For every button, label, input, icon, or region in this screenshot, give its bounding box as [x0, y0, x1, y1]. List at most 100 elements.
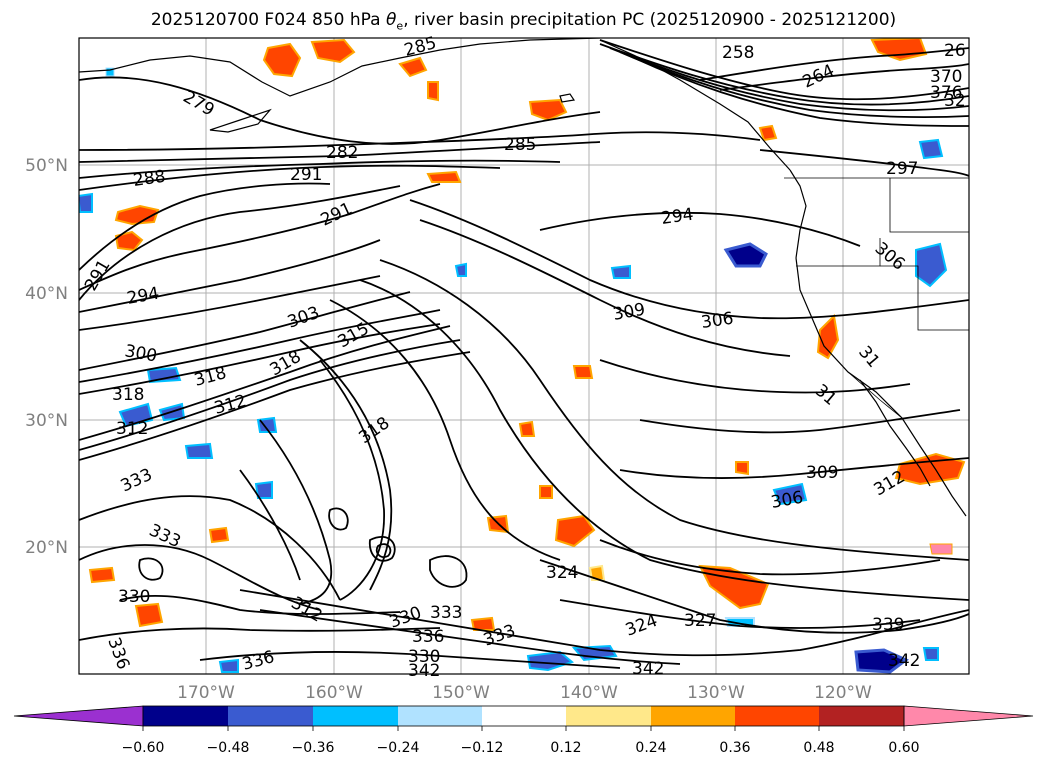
contour-label: 26 — [944, 41, 966, 61]
contour-line — [539, 211, 861, 247]
contour-label: 330 — [408, 647, 440, 667]
colorbar-tick-label: −0.60 — [122, 740, 165, 756]
colorbar-segment — [735, 706, 819, 726]
contour-line — [79, 183, 441, 291]
colorbar-tick-label: 0.36 — [719, 740, 750, 756]
contour-label: 330 — [118, 587, 150, 607]
contour-line — [409, 199, 969, 320]
contour-line — [639, 409, 961, 434]
contour-line — [368, 536, 396, 562]
contour-line — [79, 239, 381, 313]
island-1 — [559, 93, 576, 103]
lon-labels: 170°W 160°W 150°W 140°W 130°W 120°W — [177, 683, 872, 703]
precip-patch — [262, 42, 302, 78]
contour-label: 333 — [430, 603, 462, 623]
lat-labels: 50°N 40°N 30°N 20°N — [25, 156, 68, 558]
contour-label: 306 — [700, 309, 735, 333]
contour-line — [239, 589, 969, 657]
lon-label: 140°W — [560, 683, 618, 703]
contour-line — [719, 63, 969, 91]
contour-line — [239, 469, 301, 581]
colorbar: −0.60 −0.48 −0.36 −0.24 −0.12 0.12 0.24 … — [13, 705, 1034, 756]
contour-line — [599, 359, 911, 394]
colorbar-segment — [313, 706, 398, 726]
map-border — [78, 37, 970, 675]
contour-line — [79, 325, 451, 441]
map-title: 2025120700 F024 850 hPa θe, river basin … — [150, 10, 897, 33]
contour-line — [79, 76, 601, 145]
colorbar-tick-label: 0.48 — [803, 740, 834, 756]
precip-patch — [398, 56, 428, 78]
contour-label: 318 — [112, 385, 144, 405]
contour-line — [328, 507, 349, 531]
precip-patches — [79, 38, 966, 674]
contour-label: 297 — [886, 159, 918, 179]
coastline-baja — [859, 379, 931, 487]
coastline-or-ca — [795, 257, 967, 517]
contour-line — [429, 555, 468, 588]
contour-line — [619, 457, 969, 479]
precip-patch — [918, 138, 944, 160]
contour-line — [79, 323, 441, 395]
gridlines — [79, 38, 969, 674]
contour-line — [629, 55, 969, 127]
contour-label: 336 — [412, 627, 444, 647]
colorbar-tick-label: −0.36 — [292, 740, 335, 756]
lon-label: 120°W — [814, 683, 872, 703]
colorbar-segment — [398, 706, 482, 726]
coastlines — [79, 38, 969, 517]
colorbar-tick-labels: −0.60 −0.48 −0.36 −0.24 −0.12 0.12 0.24 … — [122, 740, 920, 756]
contour-line — [79, 185, 401, 301]
colorbar-extend-low — [13, 705, 144, 727]
precip-patch — [146, 366, 182, 384]
contour-line — [539, 559, 969, 634]
contour-line — [79, 495, 341, 601]
contour-line — [609, 47, 969, 112]
precip-patch — [698, 564, 770, 610]
contour-line — [79, 131, 761, 151]
contour-line — [79, 141, 601, 163]
island-2 — [209, 108, 272, 133]
contour-label: 376 — [930, 83, 962, 103]
contour-line — [619, 51, 969, 119]
contour-label: 291 — [290, 165, 322, 185]
colorbar-segment — [651, 706, 735, 726]
precip-patch — [915, 242, 948, 288]
contour-label: 285 — [504, 135, 536, 155]
precip-patch — [929, 543, 953, 555]
contour-line — [599, 43, 969, 106]
contour-line — [699, 47, 969, 81]
contour-line — [79, 275, 381, 331]
colorbar-ticks — [142, 726, 905, 731]
contours — [79, 39, 969, 669]
precip-patch — [554, 514, 596, 548]
precip-patch — [610, 264, 631, 279]
precip-patch — [134, 602, 164, 628]
precip-patch — [894, 452, 966, 486]
contour-line — [559, 599, 921, 629]
precip-patch — [922, 647, 939, 661]
precip-patch — [518, 420, 536, 437]
precip-patch — [723, 242, 768, 268]
precip-patch — [114, 204, 160, 226]
contour-label: 32 — [944, 91, 966, 111]
contour-line — [299, 339, 393, 591]
colorbar-tick-label: −0.48 — [207, 740, 250, 756]
contour-line — [359, 279, 969, 601]
contour-line — [199, 651, 621, 669]
colorbar-outline — [142, 705, 905, 727]
colorbar-segment — [566, 706, 651, 726]
coastline-bc-wa — [789, 169, 807, 259]
contour-line — [375, 543, 392, 558]
lon-label: 170°W — [177, 683, 235, 703]
colorbar-tick-label: −0.24 — [377, 740, 420, 756]
precip-patch — [184, 442, 214, 459]
contour-label: 282 — [326, 143, 358, 163]
colorbar-extend-high — [903, 705, 1034, 727]
lon-label: 130°W — [687, 683, 745, 703]
colorbar-tick-label: 0.12 — [550, 740, 581, 756]
lat-label: 50°N — [25, 156, 68, 176]
contour-label: 312 — [116, 419, 148, 439]
precip-patch — [539, 485, 553, 499]
